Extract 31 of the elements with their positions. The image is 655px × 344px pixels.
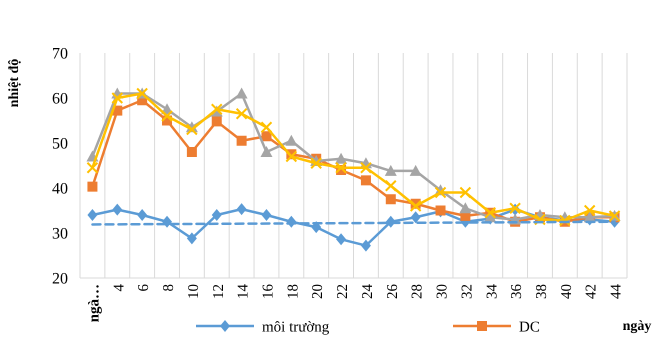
x-tick-label: 10 xyxy=(186,284,202,299)
y-axis-title: nhiệt độ xyxy=(7,58,22,108)
x-tick-label: 6 xyxy=(136,284,152,292)
y-tick-label: 50 xyxy=(52,136,68,153)
x-tick-label: 20 xyxy=(310,284,326,299)
x-tick-label: ngà… xyxy=(86,284,102,322)
x-axis-title: ngày xyxy=(622,319,652,334)
x-tick-label: 12 xyxy=(210,284,227,299)
x-tick-label: 28 xyxy=(410,284,426,299)
x-tick-label: 32 xyxy=(459,284,476,299)
x-tick-label: 26 xyxy=(384,284,401,299)
x-tick-label: 8 xyxy=(161,284,178,292)
x-tick-label: 34 xyxy=(484,284,500,299)
x-tick-label: 16 xyxy=(260,284,276,299)
y-tick-label: 70 xyxy=(52,46,68,63)
x-tick-label: 30 xyxy=(434,284,451,299)
x-tick-label: 40 xyxy=(558,284,575,299)
x-tick-label: 4 xyxy=(111,284,128,292)
legend-label: môi trường xyxy=(262,319,330,336)
y-tick-label: 40 xyxy=(52,180,68,198)
x-tick-label: 36 xyxy=(509,284,526,299)
x-tick-label: 22 xyxy=(335,284,352,299)
x-tick-label: 14 xyxy=(236,284,252,299)
y-tick-label: 30 xyxy=(52,226,68,243)
y-tick-label: 60 xyxy=(52,90,68,108)
x-tick-label: 42 xyxy=(584,284,600,299)
x-tick-label: 24 xyxy=(360,284,376,299)
x-tick-label: 18 xyxy=(285,284,302,299)
x-tick-label: 44 xyxy=(608,284,625,299)
x-tick-label: 38 xyxy=(534,284,550,299)
legend-label: DC xyxy=(519,319,540,336)
